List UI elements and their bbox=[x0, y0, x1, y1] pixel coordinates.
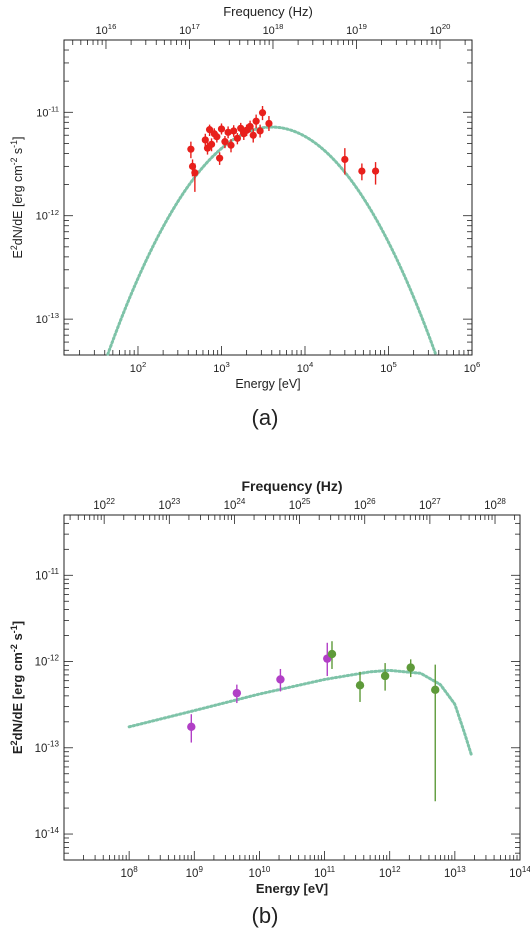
y-axis-label: E2dN/dE [erg cm-2 s-1] bbox=[9, 621, 25, 754]
top-tick-label: 1022 bbox=[93, 497, 115, 512]
data-point bbox=[221, 138, 229, 146]
plot-frame bbox=[63, 39, 473, 356]
top-tick-label: 1023 bbox=[158, 497, 180, 512]
data-point bbox=[187, 722, 196, 732]
data-point bbox=[380, 671, 390, 681]
top-tick-label: 1026 bbox=[354, 497, 376, 512]
y-tick-label: 10-13 bbox=[35, 740, 60, 755]
data-point bbox=[252, 117, 260, 125]
data-series-2 bbox=[327, 641, 440, 802]
x-tick-label: 104 bbox=[297, 360, 314, 375]
model-curve bbox=[127, 668, 473, 757]
data-series-1 bbox=[187, 106, 380, 192]
data-point bbox=[191, 169, 199, 177]
top-tick-label: 1017 bbox=[179, 22, 200, 37]
data-point bbox=[217, 125, 226, 133]
y-tick-label: 10-11 bbox=[35, 567, 59, 582]
x-tick-label: 1012 bbox=[379, 865, 401, 880]
data-point bbox=[371, 167, 380, 175]
top-tick-label: 1028 bbox=[484, 497, 506, 512]
x-tick-label: 1014 bbox=[509, 865, 530, 880]
top-tick-label: 1027 bbox=[419, 497, 441, 512]
data-point bbox=[232, 688, 242, 698]
data-point bbox=[227, 141, 235, 149]
chart-panel-b: 108 109 1010 1011 1012 1013 1014 10-14 10-13 10-1… bbox=[9, 478, 530, 896]
data-point bbox=[205, 126, 214, 134]
y-tick-label: 10-12 bbox=[35, 653, 60, 668]
data-point bbox=[327, 649, 337, 659]
y-tick-label: 10-11 bbox=[36, 104, 59, 119]
top-tick-label: 1018 bbox=[263, 22, 284, 37]
data-point bbox=[341, 155, 349, 164]
panel-b-caption: (b) bbox=[251, 903, 279, 928]
data-point bbox=[246, 122, 254, 131]
chart-panel-a: 102 103 104 105 106 10-13 10-12 10-11 1016 1017 10… bbox=[9, 4, 480, 391]
y-axis-label: E2dN/dE [erg cm-2 s-1] bbox=[9, 137, 25, 259]
data-point bbox=[201, 136, 209, 144]
data-point bbox=[230, 127, 238, 135]
data-point bbox=[431, 685, 440, 695]
x-axis-label: Energy [eV] bbox=[235, 377, 300, 391]
data-point bbox=[224, 128, 232, 136]
model-curve bbox=[106, 125, 437, 356]
top-tick-label: 1019 bbox=[346, 22, 367, 37]
x-axis-label: Energy [eV] bbox=[256, 881, 328, 896]
y-tick-label: 10-14 bbox=[35, 826, 60, 841]
data-series-1 bbox=[187, 642, 332, 743]
y-tick-label: 10-13 bbox=[36, 311, 59, 326]
data-point bbox=[276, 675, 285, 684]
y-tick-label: 10-12 bbox=[36, 208, 59, 223]
top-axis-label: Frequency (Hz) bbox=[223, 4, 313, 19]
top-axis-label: Frequency (Hz) bbox=[241, 478, 342, 494]
x-tick-label: 108 bbox=[121, 865, 139, 880]
top-tick-label: 1025 bbox=[289, 497, 311, 512]
data-point bbox=[233, 134, 241, 142]
x-tick-label: 106 bbox=[464, 360, 481, 375]
x-tick-label: 103 bbox=[213, 360, 230, 375]
x-tick-label: 102 bbox=[130, 360, 147, 375]
data-point bbox=[207, 140, 216, 148]
x-tick-label: 105 bbox=[380, 360, 397, 375]
x-tick-label: 1011 bbox=[314, 865, 336, 880]
data-point bbox=[249, 131, 257, 139]
data-point bbox=[258, 109, 267, 117]
data-point bbox=[216, 154, 224, 162]
data-point bbox=[358, 167, 366, 175]
data-point bbox=[187, 145, 195, 153]
x-tick-label: 1010 bbox=[249, 865, 271, 880]
data-point bbox=[406, 663, 415, 672]
top-tick-label: 1016 bbox=[96, 22, 117, 37]
top-tick-label: 1020 bbox=[430, 22, 451, 37]
x-tick-label: 109 bbox=[186, 865, 204, 880]
data-point bbox=[355, 681, 365, 690]
top-tick-label: 1024 bbox=[224, 497, 246, 512]
panel-a-caption: (a) bbox=[251, 405, 279, 430]
data-point bbox=[256, 127, 264, 135]
data-point bbox=[265, 119, 273, 128]
data-point bbox=[213, 133, 221, 141]
x-tick-label: 1013 bbox=[444, 865, 466, 880]
data-point bbox=[237, 124, 245, 132]
